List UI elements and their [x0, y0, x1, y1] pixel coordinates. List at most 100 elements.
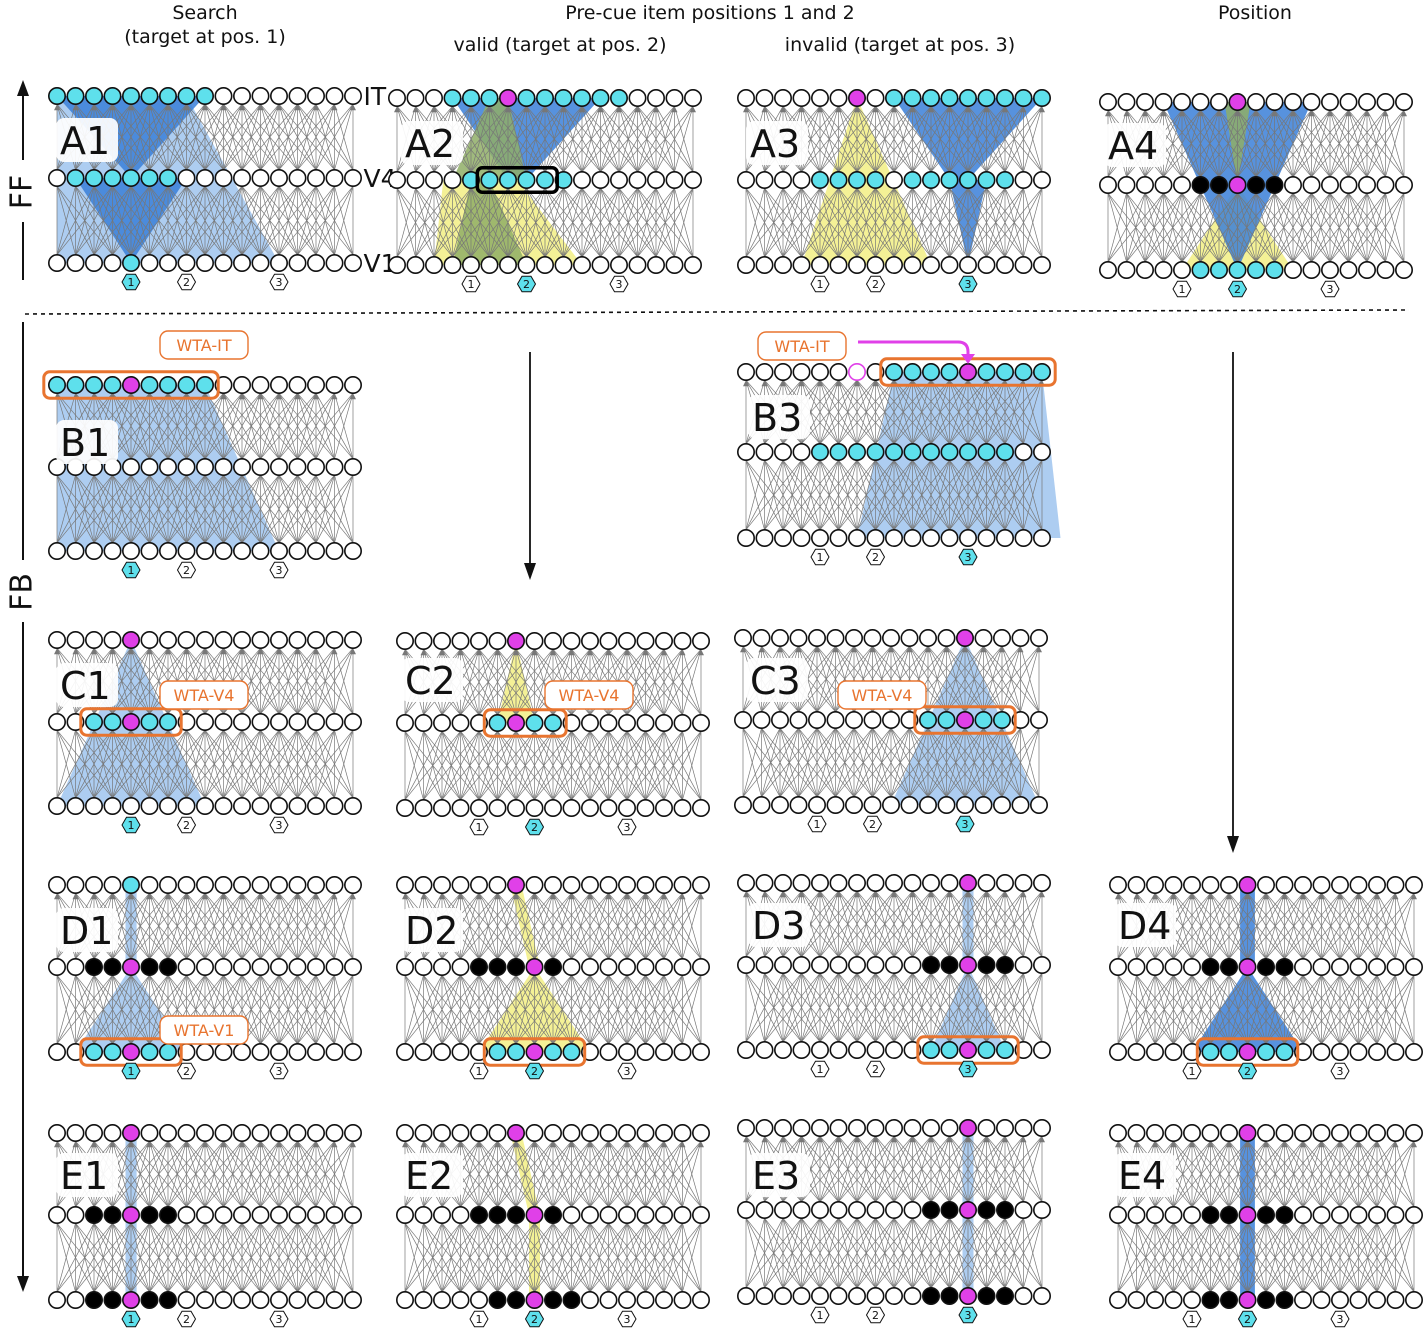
v4-node [103, 169, 122, 188]
it-node [847, 89, 866, 108]
v4-node [673, 713, 692, 732]
it-node [66, 630, 85, 649]
it-v4-connections [740, 645, 1042, 713]
it-node [414, 1124, 433, 1143]
connection-arrowhead [624, 893, 630, 900]
v4-node [617, 1206, 636, 1225]
it-node [543, 875, 562, 894]
v4-node [269, 957, 288, 976]
v4-node [488, 1206, 507, 1225]
v1-node [810, 528, 829, 547]
panel-label: D2 [405, 909, 458, 953]
v1-node [177, 796, 196, 815]
position-marker-label: 2 [531, 821, 538, 834]
v4-node [736, 171, 755, 190]
v4-node [958, 955, 977, 974]
v4-node [85, 169, 104, 188]
connection-arrowhead [449, 106, 456, 113]
it-node [140, 1124, 159, 1143]
v1-node [103, 254, 122, 273]
connection-arrowhead [1271, 110, 1278, 117]
v1-node [683, 255, 702, 274]
v4-node [1265, 176, 1284, 195]
v1-node [47, 1291, 66, 1310]
panel-a4: A4 1 2 3 [1099, 93, 1414, 298]
v1-node [325, 1291, 344, 1310]
activation-region [801, 98, 931, 265]
position-marker-icon [617, 818, 637, 836]
connection-arrowhead [220, 648, 227, 655]
v1-node [66, 254, 85, 273]
position-marker-label: 1 [468, 278, 475, 291]
v1-node [306, 796, 325, 815]
connection-arrowhead [1179, 110, 1185, 117]
it-node [1127, 1124, 1146, 1143]
it-node [844, 628, 863, 647]
v4-node [921, 955, 940, 974]
v1-node [233, 796, 252, 815]
v1-node [1099, 260, 1118, 279]
panel-d4: D4 1 2 3 [1109, 875, 1424, 1080]
connection-arrowhead [486, 106, 493, 113]
connection-arrowhead [476, 649, 482, 656]
v1-node [977, 1041, 996, 1060]
it-node [1265, 93, 1284, 112]
connection-arrowhead [1244, 893, 1251, 900]
wta-label-box [544, 680, 634, 710]
v1-node [1376, 260, 1395, 279]
connection-arrowhead [928, 106, 934, 113]
v4-node [958, 1201, 977, 1220]
v1-node [325, 796, 344, 815]
it-node [488, 1124, 507, 1143]
it-node [958, 1119, 977, 1138]
v4-node [1033, 1201, 1052, 1220]
connection-arrowhead [220, 1141, 227, 1148]
connection-arrowhead [780, 106, 786, 113]
it-node [580, 875, 599, 894]
v4-node [792, 1201, 811, 1220]
v1-node [414, 798, 433, 817]
it-node [140, 630, 159, 649]
connection-arrowhead [743, 1136, 749, 1143]
connection-arrowhead [550, 649, 556, 656]
it-node [977, 1119, 996, 1138]
v1-node [792, 255, 811, 274]
position-marker-label: 1 [476, 1313, 483, 1326]
it-node [995, 362, 1014, 381]
connection-arrowhead [1152, 1141, 1158, 1148]
wta-box [79, 707, 183, 737]
it-node [977, 89, 996, 108]
v1-node [233, 541, 252, 560]
v4-v1-connections [745, 972, 1043, 1043]
v4-node [140, 712, 159, 731]
connection-arrowhead [54, 104, 60, 111]
it-node [1349, 1124, 1368, 1143]
connection-arrowhead [587, 1141, 593, 1148]
connection-arrowhead [1401, 110, 1407, 117]
v1-node [755, 255, 774, 274]
connection-arrowhead [999, 646, 1005, 653]
connection-arrowhead [1017, 646, 1024, 653]
v1-node [177, 254, 196, 273]
it-node [66, 875, 85, 894]
it-node [792, 89, 811, 108]
v4-node [1349, 1206, 1368, 1225]
it-node [847, 873, 866, 892]
v4-v1-connections [56, 729, 354, 799]
it-node [47, 375, 66, 394]
it-node [562, 1124, 581, 1143]
it-node [673, 1124, 692, 1143]
panel-b3: WTA-IT B3 1 2 3 [736, 331, 1061, 566]
v1-node [1014, 1287, 1033, 1306]
v4-node [636, 957, 655, 976]
panel-c1: WTA-V4 C1 1 2 3 [47, 630, 362, 834]
position-marker-label: 2 [872, 551, 879, 564]
connection-arrowhead [1374, 1141, 1380, 1148]
connection-arrowhead [568, 1141, 575, 1148]
v4-node [807, 710, 826, 729]
v4-node [1109, 1206, 1128, 1225]
connection-arrowhead [294, 1141, 301, 1148]
connection-arrowhead [1216, 110, 1222, 117]
position-marker-icon [121, 273, 141, 291]
v1-node [525, 798, 544, 817]
